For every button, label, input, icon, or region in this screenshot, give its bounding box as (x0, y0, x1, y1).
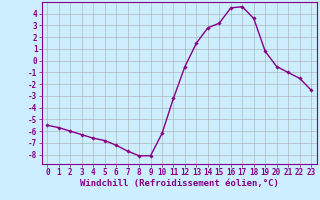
X-axis label: Windchill (Refroidissement éolien,°C): Windchill (Refroidissement éolien,°C) (80, 179, 279, 188)
